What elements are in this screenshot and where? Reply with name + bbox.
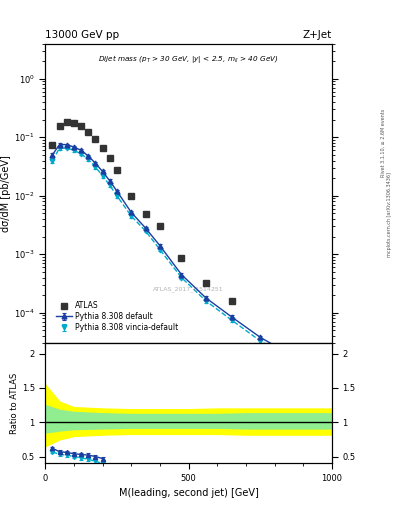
Text: mcplots.cern.ch [arXiv:1306.3436]: mcplots.cern.ch [arXiv:1306.3436]	[387, 173, 391, 258]
Line: ATLAS: ATLAS	[49, 118, 335, 443]
X-axis label: M(leading, second jet) [GeV]: M(leading, second jet) [GeV]	[119, 488, 259, 498]
ATLAS	[204, 280, 208, 286]
ATLAS	[72, 120, 76, 126]
ATLAS	[93, 136, 98, 142]
ATLAS	[258, 360, 263, 367]
Y-axis label: Ratio to ATLAS: Ratio to ATLAS	[10, 373, 19, 434]
Y-axis label: dσ/dM [pb/GeV]: dσ/dM [pb/GeV]	[1, 155, 11, 232]
ATLAS	[158, 223, 162, 229]
ATLAS	[57, 123, 62, 129]
ATLAS	[115, 166, 119, 173]
ATLAS	[79, 123, 83, 129]
Text: 13000 GeV pp: 13000 GeV pp	[45, 30, 119, 40]
ATLAS	[330, 437, 334, 443]
ATLAS	[50, 141, 55, 147]
Text: Dijet mass ($p_T$ > 30 GeV, $|y|$ < 2.5, $m_{ll}$ > 40 GeV): Dijet mass ($p_T$ > 30 GeV, $|y|$ < 2.5,…	[98, 53, 279, 65]
ATLAS	[107, 155, 112, 161]
Legend: ATLAS, Pythia 8.308 default, Pythia 8.308 vincia-default: ATLAS, Pythia 8.308 default, Pythia 8.30…	[55, 300, 180, 334]
ATLAS	[230, 298, 234, 304]
Text: Z+Jet: Z+Jet	[303, 30, 332, 40]
ATLAS	[100, 145, 105, 151]
ATLAS	[143, 211, 148, 218]
Text: ATLAS_2017_I1514251: ATLAS_2017_I1514251	[153, 287, 224, 292]
ATLAS	[64, 119, 69, 125]
ATLAS	[86, 129, 90, 135]
ATLAS	[179, 255, 184, 262]
ATLAS	[129, 193, 134, 199]
Text: Rivet 3.1.10, ≥ 2.6M events: Rivet 3.1.10, ≥ 2.6M events	[381, 109, 386, 178]
